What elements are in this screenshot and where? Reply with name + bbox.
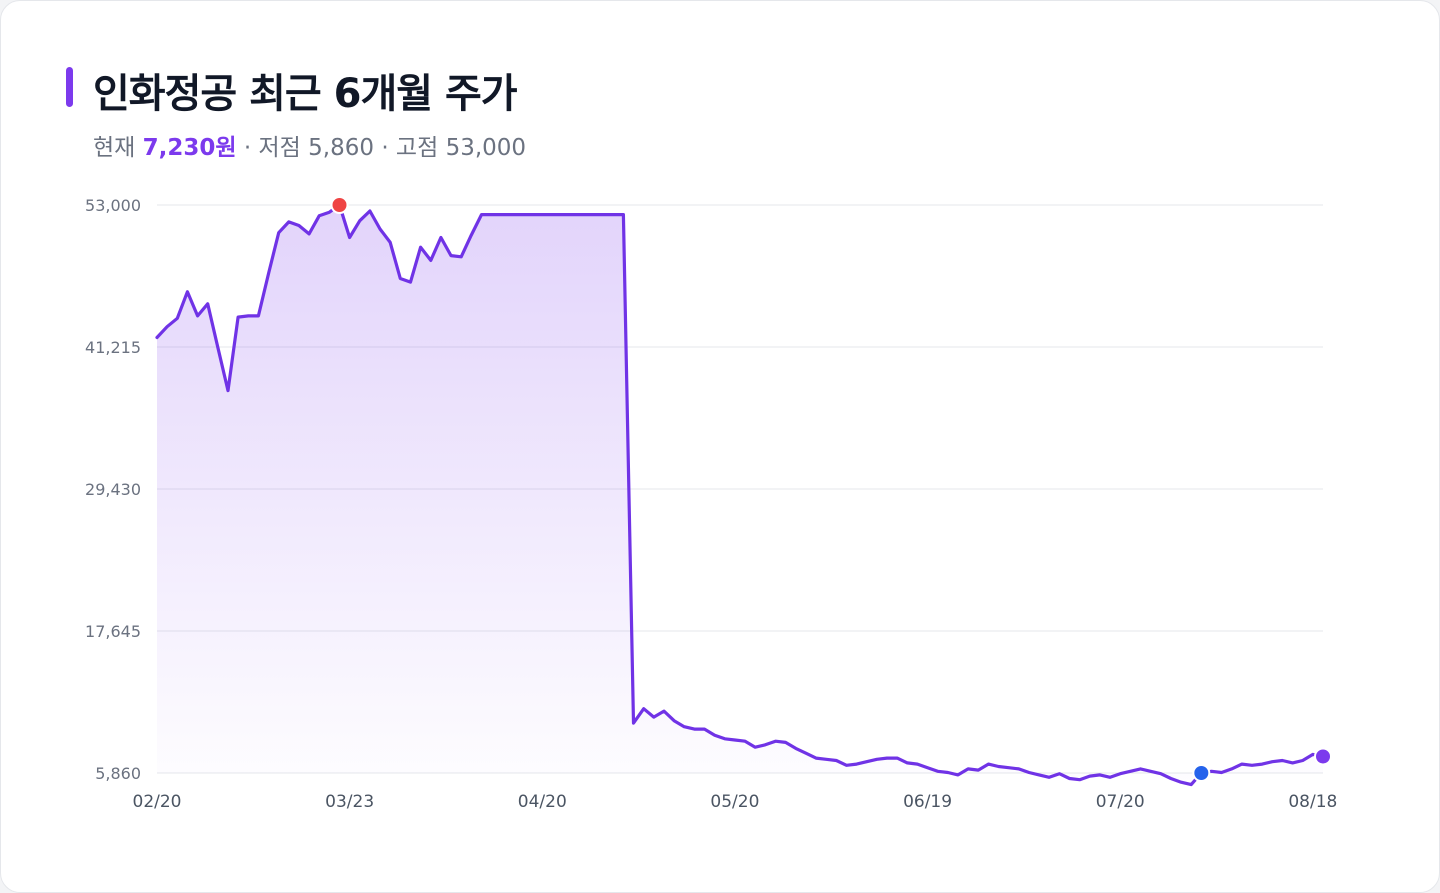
current-label: 현재 <box>93 135 136 161</box>
x-tick-label: 06/19 <box>903 792 952 812</box>
price-summary: 현재 7,230원 · 저점 5,860 · 고점 53,000 <box>93 128 526 162</box>
chart-title: 인화정공 최근 6개월 주가 <box>93 71 518 117</box>
y-tick-label: 29,430 <box>85 480 141 499</box>
price-line <box>155 203 1325 787</box>
current-price: 7,230원 <box>142 135 237 161</box>
x-axis-ticks: 02/20 03/23 04/20 05/20 06/19 07/20 08/18 <box>133 792 1338 812</box>
x-tick-label: 05/20 <box>710 792 759 812</box>
high-point-marker <box>330 196 349 214</box>
price-area-fill <box>157 205 1323 785</box>
low-label: · 저점 <box>243 135 301 161</box>
y-tick-label: 5,860 <box>95 764 141 783</box>
y-tick-label: 41,215 <box>85 338 141 357</box>
high-label: · 고점 <box>381 135 439 161</box>
x-tick-label: 07/20 <box>1096 792 1145 812</box>
y-tick-label: 53,000 <box>85 196 141 215</box>
low-price: 5,860 <box>308 135 374 161</box>
y-tick-label: 17,645 <box>85 622 141 641</box>
price-markers <box>330 196 1332 782</box>
x-tick-label: 08/18 <box>1288 792 1337 812</box>
low-point-marker <box>1192 764 1211 782</box>
x-tick-label: 02/20 <box>133 792 182 812</box>
high-price: 53,000 <box>445 135 527 161</box>
x-tick-label: 04/20 <box>518 792 567 812</box>
y-axis-ticks: 53,000 41,215 29,430 17,645 5,860 <box>85 196 141 783</box>
last-point-marker <box>1314 747 1332 766</box>
x-tick-label: 03/23 <box>325 792 374 812</box>
title-accent-bar <box>66 67 73 107</box>
